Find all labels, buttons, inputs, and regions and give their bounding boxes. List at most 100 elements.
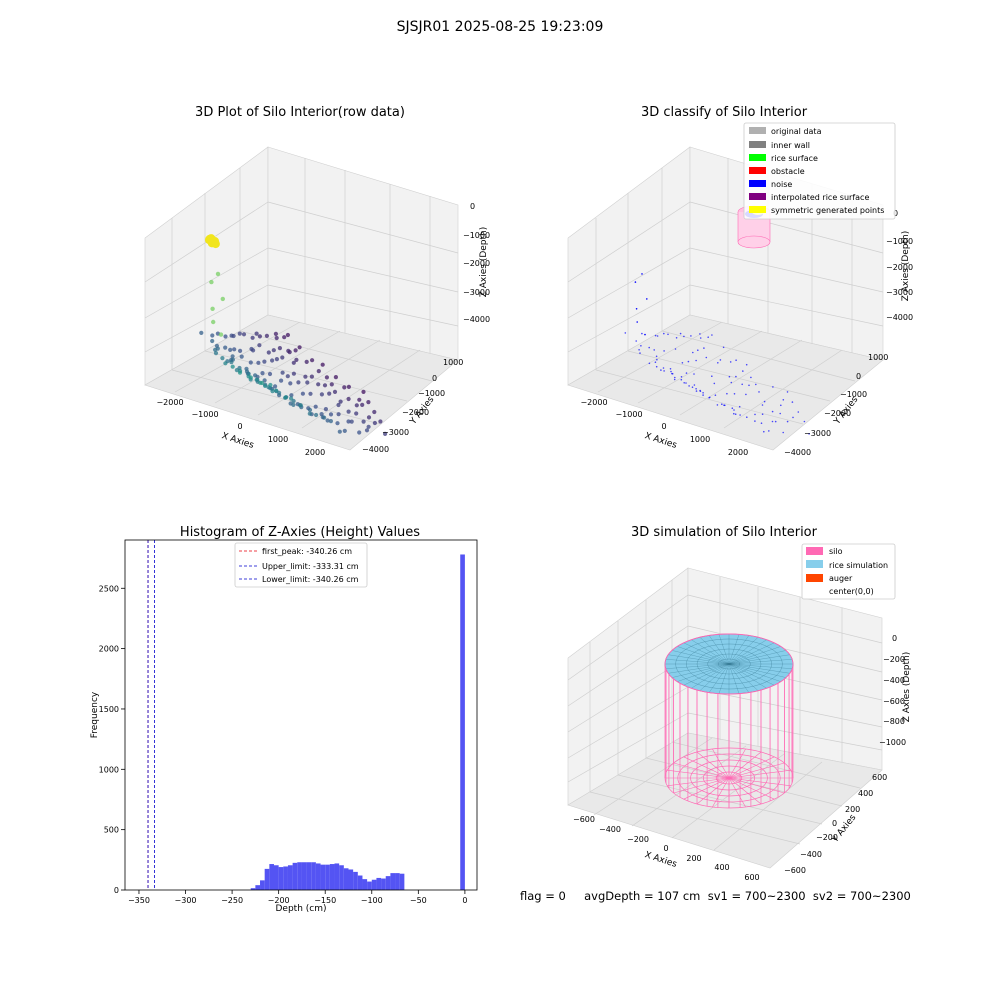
- noise-point: [763, 400, 766, 403]
- histogram-ylabel: Frequency: [90, 691, 100, 738]
- silo-floor-spoke: [728, 748, 746, 779]
- subplot-1-z-ticks: 0 −1000 −2000 −3000 −4000: [463, 202, 490, 324]
- noise-point: [685, 382, 687, 384]
- subplot-4-x-ticks: −600 −400 −200 0 200 400 600: [573, 815, 760, 882]
- noise-point: [731, 407, 734, 410]
- y-tick-label: −4000: [784, 448, 811, 457]
- z-tick-label: 0: [470, 202, 475, 211]
- data-point: [210, 306, 215, 311]
- legend-swatch-original-data: [749, 127, 766, 134]
- rice-mesh-spoke: [709, 635, 730, 665]
- histogram-bar: [367, 881, 372, 890]
- subplot-2-title: 3D classify of Silo Interior: [641, 105, 808, 120]
- histogram-bar: [399, 873, 405, 890]
- subplot-2-y-ticks: 1000 0 −1000 −2000 −3000 −4000: [784, 353, 888, 457]
- noise-point: [699, 333, 701, 335]
- z-tick-label: −3000: [463, 288, 490, 297]
- x-tick-label: 0: [237, 422, 242, 431]
- noise-point: [728, 375, 731, 378]
- noise-point: [761, 404, 764, 406]
- silo-floor-spoke: [683, 756, 730, 779]
- y-tick-label: 600: [872, 773, 887, 782]
- noise-point: [746, 416, 748, 419]
- noise-point: [644, 333, 646, 336]
- data-point: [273, 384, 278, 389]
- rice-mesh-spoke: [699, 637, 730, 665]
- silo-floor-spoke: [712, 748, 730, 779]
- noise-point: [782, 431, 784, 434]
- histogram-bar: [353, 871, 358, 890]
- data-point: [231, 333, 236, 339]
- y-tick-label: −600: [784, 866, 806, 875]
- x-tick-label: 0: [462, 896, 467, 905]
- data-point: [218, 332, 224, 337]
- data-point: [333, 375, 338, 380]
- noise-point: [695, 359, 697, 362]
- noise-point: [635, 308, 638, 310]
- noise-point: [679, 332, 682, 335]
- data-point: [319, 392, 324, 397]
- noise-point: [760, 422, 763, 425]
- silo-floor-spoke: [712, 777, 730, 808]
- data-point: [372, 409, 377, 415]
- noise-point: [669, 368, 672, 370]
- legend-label: rice surface: [771, 154, 818, 163]
- legend-label: rice simulation: [829, 561, 888, 570]
- rice-mesh-spoke: [699, 663, 730, 691]
- legend-swatch-noise: [749, 180, 766, 187]
- data-point: [366, 400, 371, 405]
- legend-label: symmetric generated points: [771, 206, 884, 215]
- z-tick-label: −2000: [463, 259, 490, 268]
- x-tick-label: 2000: [305, 448, 325, 457]
- x-tick-label: −2000: [580, 398, 607, 407]
- noise-point: [717, 362, 719, 364]
- noise-point: [721, 403, 723, 406]
- data-point: [364, 428, 370, 433]
- histogram-plot-frame: [124, 539, 478, 891]
- data-point: [346, 409, 351, 414]
- scatter-classify-points: [624, 273, 810, 435]
- rice-mesh-spoke: [677, 663, 730, 682]
- noise-point: [722, 346, 725, 349]
- noise-point: [662, 367, 665, 369]
- noise-point: [683, 335, 685, 338]
- histogram-x-ticks: −350 −300 −250 −200 −150 −100 −50 0: [128, 890, 467, 905]
- data-point: [338, 399, 343, 404]
- data-point: [239, 354, 244, 359]
- subplot-4-legend: silo rice simulation auger center(0,0): [801, 543, 896, 600]
- noise-point: [791, 401, 794, 403]
- data-point: [378, 419, 383, 424]
- data-point: [228, 347, 233, 352]
- rice-mesh-spoke: [728, 663, 781, 682]
- histogram-bar: [287, 865, 293, 890]
- histogram-bar: [348, 869, 354, 890]
- x-tick-label: −200: [268, 896, 290, 905]
- data-point: [291, 371, 296, 376]
- noise-point: [703, 347, 705, 349]
- data-point: [251, 348, 256, 353]
- silo-floor-spoke: [728, 769, 791, 779]
- noise-point: [653, 349, 655, 351]
- rice-mesh-spoke: [691, 639, 730, 665]
- data-point: [366, 415, 372, 420]
- silo-floor-spoke: [696, 777, 730, 805]
- x-tick-label: 400: [714, 863, 729, 872]
- data-point: [274, 388, 279, 393]
- x-tick-label: −50: [410, 896, 427, 905]
- y-tick-label: 200: [845, 805, 860, 814]
- histogram-bar: [325, 864, 330, 890]
- pane-floor: [567, 314, 884, 451]
- noise-point: [646, 298, 648, 300]
- noise-point: [699, 389, 701, 392]
- x-tick-label: −100: [361, 896, 383, 905]
- silo-floor-spoke: [667, 777, 730, 787]
- histogram-bar: [371, 879, 377, 890]
- rice-mesh-spoke: [671, 650, 730, 665]
- noise-point: [741, 383, 743, 386]
- subplot-1-zlabel: Z Axies (Depth): [479, 227, 489, 298]
- data-point: [270, 358, 275, 363]
- data-point: [366, 424, 371, 429]
- silo-floor-spoke: [667, 769, 730, 779]
- rice-mesh-spoke: [728, 646, 781, 665]
- noise-point: [792, 416, 794, 419]
